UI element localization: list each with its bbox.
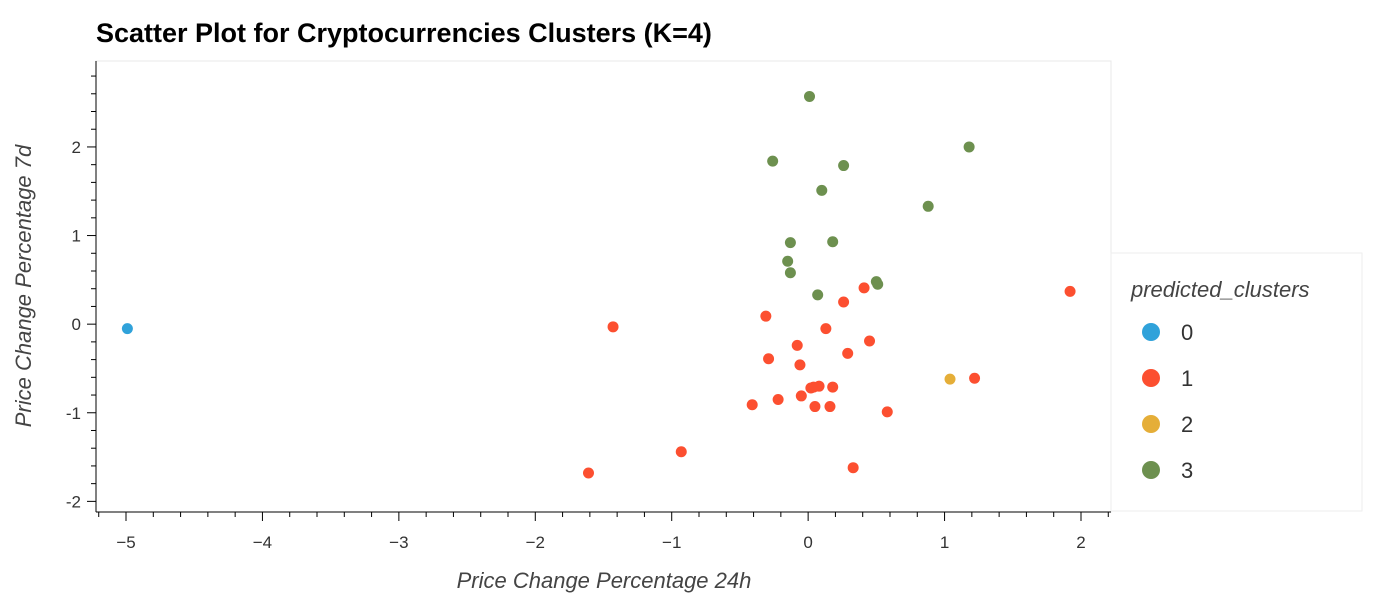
legend: predicted_clusters 0 1 2 3 xyxy=(1110,252,1363,512)
plot-area-frame xyxy=(95,60,1112,513)
legend-label-1: 1 xyxy=(1181,366,1193,391)
data-point-cluster-1 xyxy=(1064,285,1076,297)
data-point-cluster-1 xyxy=(809,401,821,413)
data-point-cluster-3 xyxy=(812,289,824,301)
data-point-cluster-1 xyxy=(675,446,687,458)
x-tick-label: 2 xyxy=(1076,533,1085,552)
legend-marker-3 xyxy=(1142,461,1160,479)
data-point-cluster-1 xyxy=(794,359,806,371)
x-tick-label: −1 xyxy=(662,533,681,552)
legend-title: predicted_clusters xyxy=(1130,277,1310,302)
y-tick-label: 2 xyxy=(72,138,81,157)
data-point-cluster-1 xyxy=(791,339,803,351)
data-point-cluster-1 xyxy=(858,282,870,294)
data-point-cluster-1 xyxy=(820,323,832,335)
data-point-cluster-3 xyxy=(838,160,850,172)
x-tick-label: 1 xyxy=(940,533,949,552)
x-tick-label: −4 xyxy=(253,533,272,552)
data-point-cluster-3 xyxy=(922,200,934,212)
data-point-cluster-1 xyxy=(847,462,859,474)
y-axis-label: Price Change Percentage 7d xyxy=(11,144,36,427)
data-point-cluster-1 xyxy=(813,380,825,392)
data-points xyxy=(121,90,1076,479)
data-point-cluster-1 xyxy=(760,310,772,322)
data-point-cluster-1 xyxy=(772,393,784,405)
x-tick-label: −2 xyxy=(526,533,545,552)
y-tick-label: 1 xyxy=(72,227,81,246)
legend-marker-1 xyxy=(1142,369,1160,387)
axes: −5 −4 −3 −2 −1 0 1 2 -2 -1 0 1 2 xyxy=(66,61,1111,552)
data-point-cluster-3 xyxy=(816,184,828,196)
data-point-cluster-1 xyxy=(969,372,981,384)
data-point-cluster-3 xyxy=(804,90,816,102)
data-point-cluster-3 xyxy=(872,278,884,290)
data-point-cluster-1 xyxy=(864,335,876,347)
data-point-cluster-1 xyxy=(827,381,839,393)
data-point-cluster-1 xyxy=(763,353,775,365)
data-point-cluster-1 xyxy=(881,406,893,418)
data-point-cluster-0 xyxy=(121,323,133,335)
data-point-cluster-3 xyxy=(784,237,796,249)
data-point-cluster-1 xyxy=(838,296,850,308)
x-axis-label: Price Change Percentage 24h xyxy=(457,568,752,593)
data-point-cluster-3 xyxy=(782,255,794,267)
legend-label-0: 0 xyxy=(1181,320,1193,345)
data-point-cluster-1 xyxy=(746,399,758,411)
data-point-cluster-1 xyxy=(824,401,836,413)
y-tick-label: 0 xyxy=(72,315,81,334)
data-point-cluster-3 xyxy=(827,236,839,248)
data-point-cluster-1 xyxy=(582,467,594,479)
legend-label-3: 3 xyxy=(1181,458,1193,483)
x-tick-label: −5 xyxy=(116,533,135,552)
legend-marker-2 xyxy=(1142,415,1160,433)
y-tick-label: -1 xyxy=(66,404,81,423)
chart-title: Scatter Plot for Cryptocurrencies Cluste… xyxy=(96,18,712,48)
data-point-cluster-1 xyxy=(795,390,807,402)
data-point-cluster-3 xyxy=(963,141,975,153)
data-point-cluster-2 xyxy=(944,373,956,385)
legend-items: 0 1 2 3 xyxy=(1142,320,1193,483)
data-point-cluster-3 xyxy=(767,155,779,167)
y-tick-label: -2 xyxy=(66,492,81,511)
data-point-cluster-1 xyxy=(842,347,854,359)
legend-label-2: 2 xyxy=(1181,412,1193,437)
x-tick-label: 0 xyxy=(803,533,812,552)
x-tick-label: −3 xyxy=(389,533,408,552)
data-point-cluster-3 xyxy=(784,267,796,279)
legend-marker-0 xyxy=(1142,323,1160,341)
data-point-cluster-1 xyxy=(607,321,619,333)
